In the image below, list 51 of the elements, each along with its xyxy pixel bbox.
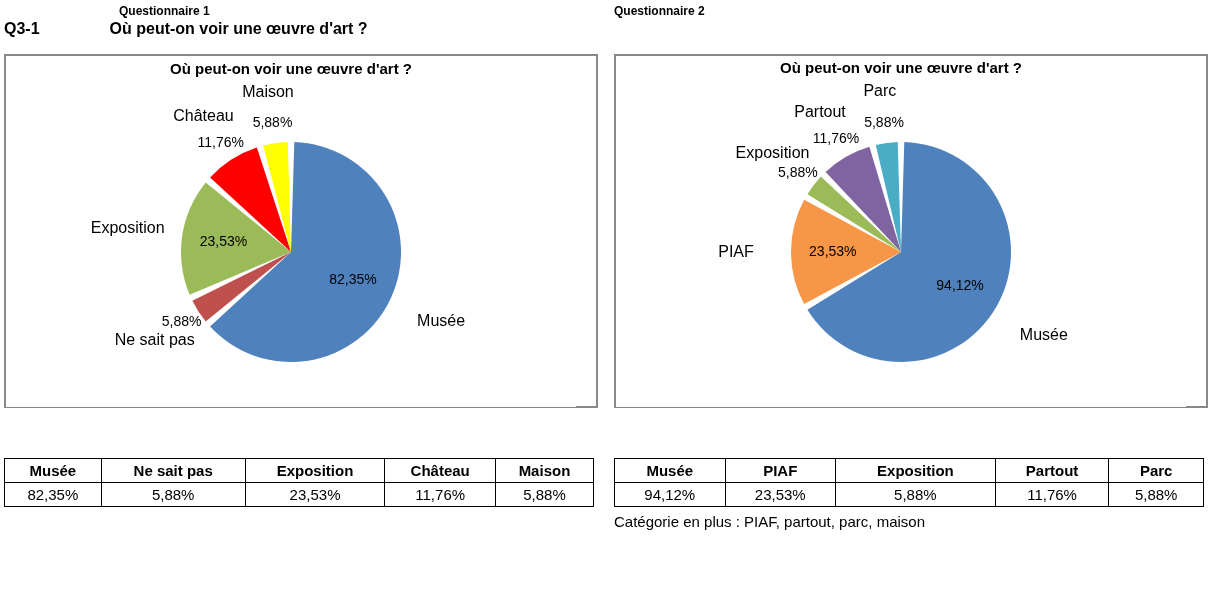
data-label: 94,12% xyxy=(936,277,984,294)
text: Questionnaire 2 xyxy=(614,4,706,20)
data-label: 5,88% xyxy=(778,163,818,180)
slice-label: Partout xyxy=(794,102,847,120)
pie-slice xyxy=(181,182,291,295)
text: Q3-1 xyxy=(4,20,40,37)
chart-title: Où peut-on voir une œuvre d'art ? xyxy=(170,59,412,77)
data-label: 5,88% xyxy=(252,114,293,131)
data-label: 5,88% xyxy=(864,114,904,131)
data-label: 23,53% xyxy=(199,233,248,250)
text: 94,12% xyxy=(644,486,696,503)
data-label: 11,76% xyxy=(197,133,244,150)
text: Questionnaire 1 xyxy=(119,4,210,18)
text: 5,88% xyxy=(1134,486,1178,503)
text: 11,76% xyxy=(415,486,466,503)
category-label: Parc xyxy=(1139,462,1173,479)
category-label: Château xyxy=(410,462,470,479)
slice-label: Château xyxy=(173,106,234,124)
chart-title: Où peut-on voir une œuvre d'art ? xyxy=(780,59,1022,77)
data-label: 23,53% xyxy=(809,242,857,259)
category-label: Exposition xyxy=(877,462,954,479)
text: 82,35% xyxy=(27,486,79,503)
data-label: 5,88% xyxy=(161,313,202,330)
text: 5,88% xyxy=(151,486,195,503)
slice-label: Parc xyxy=(863,82,897,100)
slice-label: Exposition xyxy=(90,219,165,237)
text: Catégorie en plus : PIAF, partout, parc, maison xyxy=(614,513,926,530)
text: 5,88% xyxy=(523,486,566,503)
text: 5,88% xyxy=(894,486,937,503)
slice-label: Musée xyxy=(417,311,466,329)
category-label: Exposition xyxy=(276,462,354,479)
pie-slice xyxy=(875,142,901,252)
category-label: PIAF xyxy=(763,462,798,479)
data-label: 82,35% xyxy=(329,271,377,288)
slice-label: PIAF xyxy=(718,242,755,260)
slice-label: Ne sait pas xyxy=(114,330,195,348)
text: 11,76% xyxy=(1027,486,1077,503)
category-label: Ne sait pas xyxy=(133,462,213,479)
text: 23,53% xyxy=(289,486,341,503)
data-label: 11,76% xyxy=(812,130,860,147)
pie-slice xyxy=(263,142,291,252)
text: 23,53% xyxy=(754,486,806,503)
category-label: Musée xyxy=(646,462,694,479)
category-label: Musée xyxy=(29,462,77,479)
category-label: Partout xyxy=(1025,462,1079,479)
slice-label: Exposition xyxy=(735,144,810,162)
text: Où peut-on voir une œuvre d'art ? xyxy=(109,20,368,37)
pie-slice xyxy=(791,199,901,305)
category-label: Maison xyxy=(518,462,571,479)
slice-label: Musée xyxy=(1019,325,1068,343)
slice-label: Maison xyxy=(242,82,294,100)
